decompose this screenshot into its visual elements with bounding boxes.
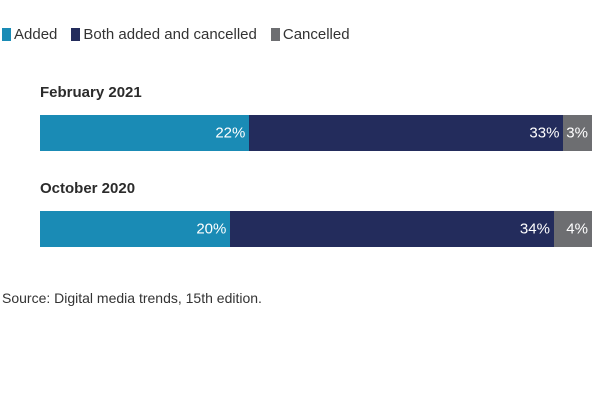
legend-label: Cancelled xyxy=(282,26,350,43)
data-label: 3% xyxy=(566,124,588,142)
legend-item: Added xyxy=(2,26,57,43)
category-label: October 2020 xyxy=(40,180,136,197)
legend-swatch xyxy=(71,28,81,41)
bar-segment: 34% xyxy=(230,211,554,247)
bar-segment: 4% xyxy=(553,211,592,247)
bar-segment: 3% xyxy=(563,115,592,151)
legend-swatch xyxy=(2,28,11,41)
bar-segment: 20% xyxy=(40,211,231,247)
chart-legend: Added Both added and cancelled Cancelled xyxy=(2,26,364,43)
legend-item: Both added and cancelled xyxy=(71,26,257,43)
bar-segment: 33% xyxy=(249,115,564,151)
legend-swatch xyxy=(270,28,280,41)
stacked-bar: 20% 34% 4% xyxy=(40,211,592,247)
legend-item: Cancelled xyxy=(270,26,350,43)
bar-segment: 22% xyxy=(40,115,250,151)
data-label: 34% xyxy=(519,220,550,238)
legend-label: Both added and cancelled xyxy=(83,26,257,43)
data-label: 20% xyxy=(196,220,227,238)
data-label: 22% xyxy=(215,124,246,142)
category-label: February 2021 xyxy=(40,84,142,101)
legend-label: Added xyxy=(14,26,58,43)
data-label: 33% xyxy=(529,124,560,142)
source-note: Source: Digital media trends, 15th editi… xyxy=(2,290,262,306)
data-label: 4% xyxy=(566,220,588,238)
stacked-bar: 22% 33% 3% xyxy=(40,115,592,151)
